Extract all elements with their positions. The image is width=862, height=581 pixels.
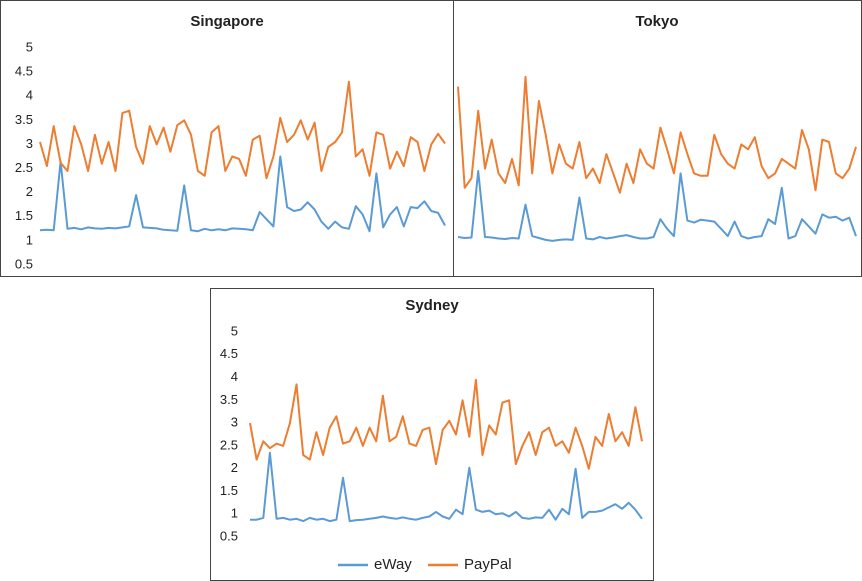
series-line (457, 75, 857, 194)
y-tick-label: 4 (231, 369, 238, 384)
y-tick-label: 1 (26, 232, 33, 247)
y-tick-label: 2.5 (15, 160, 33, 175)
y-tick-label: 3.5 (220, 392, 238, 407)
chart-title: Tokyo (635, 13, 678, 30)
chart-title: Singapore (190, 13, 263, 30)
y-tick-label: 1.5 (15, 208, 33, 223)
y-tick-label: 1 (231, 506, 238, 521)
y-tick-label: 0.5 (220, 528, 238, 543)
y-tick-label: 1.5 (220, 483, 238, 498)
y-tick-label: 3.5 (15, 112, 33, 127)
y-tick-label: 2 (231, 460, 238, 475)
series-line (39, 155, 446, 233)
legend-label: PayPal (464, 556, 512, 573)
panel-frame (210, 288, 654, 581)
series-line (250, 451, 643, 523)
series-line (249, 378, 643, 470)
y-tick-label: 2 (26, 184, 33, 199)
panel-frame (0, 0, 454, 277)
legend-label: eWay (374, 556, 412, 573)
chart-title: Sydney (405, 297, 459, 314)
y-tick-label: 2.5 (220, 437, 238, 452)
y-tick-label: 5 (26, 39, 33, 54)
y-tick-label: 4.5 (15, 64, 33, 79)
y-tick-label: 0.5 (15, 256, 33, 271)
y-tick-label: 3 (26, 136, 33, 151)
series-line (457, 170, 857, 242)
y-tick-label: 4 (26, 88, 33, 103)
y-tick-label: 4.5 (220, 346, 238, 361)
y-tick-label: 5 (231, 323, 238, 338)
series-line (39, 80, 446, 180)
y-tick-label: 3 (231, 415, 238, 430)
